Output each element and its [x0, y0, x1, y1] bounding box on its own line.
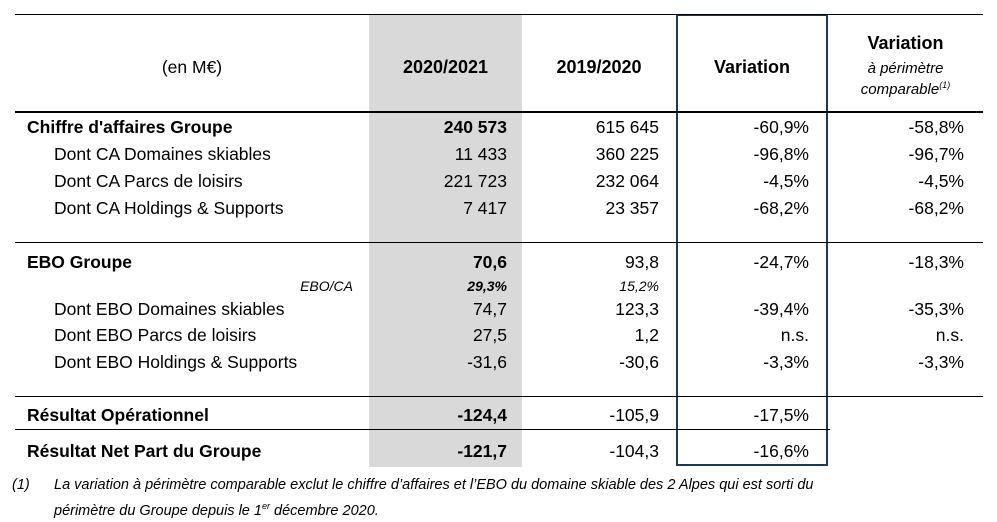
- variation-comparable-subtitle-2: comparable(1): [860, 80, 951, 98]
- cell-resultat-net-variation: -16,6%: [753, 441, 809, 461]
- cell-ebo-domaines-2020: 123,3: [615, 299, 659, 319]
- cell-ca-groupe-variation-comparable: -58,8%: [908, 117, 964, 137]
- cell-ebo-groupe-variation: -24,7%: [753, 252, 809, 272]
- cell-ebo-domaines-2021: 74,7: [472, 299, 507, 319]
- cell-ebo-parcs-variation: n.s.: [780, 325, 809, 345]
- column-header-2020-2021: 2020/2021: [402, 57, 489, 77]
- cell-ca-parcs-2020: 232 064: [595, 171, 659, 191]
- cell-ebo-domaines-variation: -39,4%: [753, 299, 809, 319]
- row-label-ebo-groupe: EBO Groupe: [27, 252, 133, 272]
- cell-ca-parcs-variation: -4,5%: [763, 171, 809, 191]
- row-label-ebo-ca: EBO/CA: [300, 278, 353, 294]
- cell-ca-groupe-2021: 240 573: [443, 117, 507, 137]
- cell-resultat-operationnel-variation: -17,5%: [753, 405, 809, 425]
- cell-ca-parcs-variation-comparable: -4,5%: [918, 171, 964, 191]
- cell-ca-groupe-2020: 615 645: [595, 117, 659, 137]
- variation-comparable-subtitle-1: à périmètre: [867, 60, 944, 77]
- row-label-ca-holdings: Dont CA Holdings & Supports: [54, 198, 284, 218]
- unit-label: (en M€): [161, 57, 223, 77]
- cell-ca-holdings-variation-comparable: -68,2%: [908, 198, 964, 218]
- cell-ca-domaines-variation: -96,8%: [753, 144, 809, 164]
- row-label-resultat-net: Résultat Net Part du Groupe: [27, 441, 262, 461]
- column-2020-2021-shading: [369, 14, 522, 467]
- cell-ebo-ca-2020: 15,2%: [619, 278, 659, 294]
- cell-ebo-holdings-2021: -31,6: [467, 352, 507, 372]
- cell-ebo-parcs-variation-comparable: n.s.: [935, 325, 964, 345]
- cell-resultat-operationnel-2020: -105,9: [609, 405, 659, 425]
- row-label-ebo-holdings: Dont EBO Holdings & Supports: [54, 352, 298, 372]
- row-label-ca-groupe: Chiffre d'affaires Groupe: [27, 117, 233, 137]
- cell-ebo-groupe-2021: 70,6: [472, 252, 507, 272]
- rule-section-ebo: [15, 396, 983, 397]
- cell-ca-groupe-variation: -60,9%: [753, 117, 809, 137]
- cell-resultat-net-2020: -104,3: [609, 441, 659, 461]
- cell-ebo-parcs-2020: 1,2: [634, 325, 659, 345]
- row-label-resultat-operationnel: Résultat Opérationnel: [27, 405, 209, 425]
- rule-top: [15, 14, 983, 15]
- cell-ebo-ca-2021: 29,3%: [467, 278, 507, 294]
- cell-ebo-holdings-variation: -3,3%: [763, 352, 809, 372]
- cell-ca-domaines-variation-comparable: -96,7%: [908, 144, 964, 164]
- row-label-ebo-domaines: Dont EBO Domaines skiables: [54, 299, 285, 319]
- cell-ebo-domaines-variation-comparable: -35,3%: [908, 299, 964, 319]
- row-label-ebo-parcs: Dont EBO Parcs de loisirs: [54, 325, 257, 345]
- rule-header: [15, 111, 983, 113]
- rule-section-ro: [15, 429, 830, 430]
- cell-ebo-groupe-2020: 93,8: [624, 252, 659, 272]
- variation-column-frame: [676, 14, 828, 466]
- cell-ca-holdings-2020: 23 357: [605, 198, 659, 218]
- cell-ca-domaines-2020: 360 225: [595, 144, 659, 164]
- cell-ca-parcs-2021: 221 723: [443, 171, 507, 191]
- row-label-ca-domaines: Dont CA Domaines skiables: [54, 144, 271, 164]
- rule-section-ca: [15, 242, 983, 243]
- column-header-2019-2020: 2019/2020: [556, 57, 642, 77]
- footnote-line-2: périmètre du Groupe depuis le 1er décemb…: [54, 501, 379, 519]
- column-header-variation-comparable: Variation: [867, 33, 944, 53]
- cell-ebo-holdings-variation-comparable: -3,3%: [918, 352, 964, 372]
- footnote-marker: (1): [12, 477, 30, 493]
- cell-ebo-holdings-2020: -30,6: [619, 352, 659, 372]
- cell-ca-domaines-2021: 11 433: [454, 144, 507, 164]
- cell-resultat-operationnel-2021: -124,4: [457, 405, 507, 425]
- footnote-line-1: La variation à périmètre comparable excl…: [54, 477, 814, 493]
- row-label-ca-parcs: Dont CA Parcs de loisirs: [54, 171, 243, 191]
- cell-ca-holdings-variation: -68,2%: [753, 198, 809, 218]
- cell-ebo-groupe-variation-comparable: -18,3%: [908, 252, 964, 272]
- cell-ebo-parcs-2021: 27,5: [472, 325, 507, 345]
- cell-resultat-net-2021: -121,7: [457, 441, 507, 461]
- column-header-variation: Variation: [713, 57, 791, 77]
- cell-ca-holdings-2021: 7 417: [463, 198, 507, 218]
